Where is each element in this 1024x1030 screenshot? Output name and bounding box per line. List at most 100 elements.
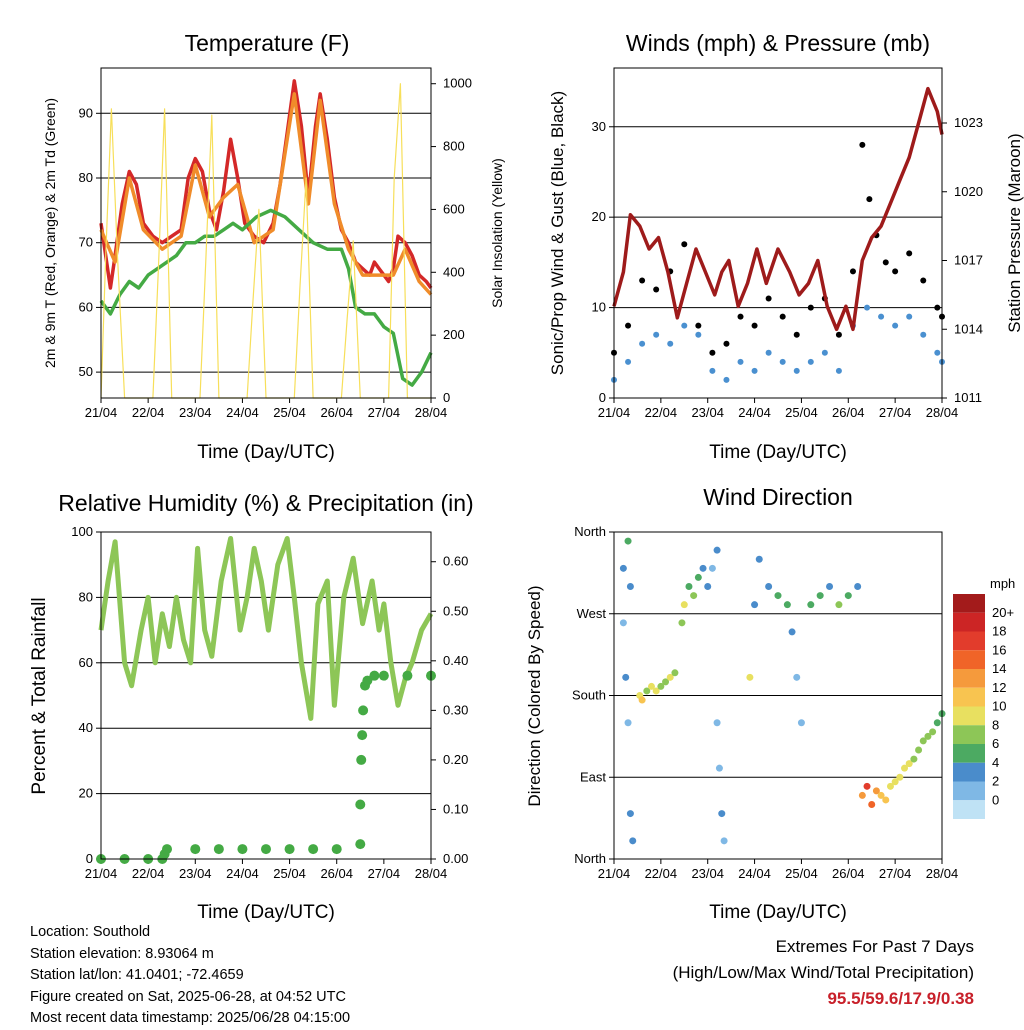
winds-series0-point <box>625 358 632 365</box>
xtick-label: 23/04 <box>179 866 212 881</box>
station-elevation: Station elevation: 8.93064 m <box>30 945 214 962</box>
station-location: Location: Southold <box>30 924 151 940</box>
xtick-label: 21/04 <box>85 866 118 881</box>
direction-point <box>715 764 723 772</box>
xtick-label: 26/04 <box>832 866 865 881</box>
ytick-right-label: 0.20 <box>443 752 468 767</box>
direction-point <box>662 678 670 686</box>
winds-series1-point <box>723 340 730 347</box>
colorbar-swatch <box>953 800 985 819</box>
direction-point <box>713 719 721 727</box>
ytick-label: 90 <box>79 105 93 120</box>
ytick-right-label: 1014 <box>954 321 983 336</box>
ytick-label: East <box>580 769 606 784</box>
humidity-series1-point <box>237 844 248 855</box>
ytick-right-label: 0.30 <box>443 702 468 717</box>
ytick-label: 20 <box>592 209 606 224</box>
humidity-series1-point <box>261 844 271 855</box>
direction-point <box>788 628 796 636</box>
humidity-series1-point <box>356 754 367 765</box>
direction-point <box>863 782 871 790</box>
direction-point <box>690 592 698 600</box>
winds-series0-point <box>934 349 941 356</box>
direction-point <box>793 673 801 681</box>
ytick-label: 0 <box>599 390 606 405</box>
winds-series0-point <box>751 367 758 374</box>
ytick-right-label: 1011 <box>954 390 982 405</box>
xtick-label: 24/04 <box>226 405 259 420</box>
winds-series1-point <box>779 313 786 320</box>
direction-point <box>751 601 759 609</box>
xtick-label: 25/04 <box>785 866 818 881</box>
direction-frame <box>613 531 943 860</box>
xtick-label: 27/04 <box>879 405 912 420</box>
direction-point <box>797 719 805 727</box>
direction-point <box>826 583 834 590</box>
direction-point <box>619 564 627 572</box>
direction-point <box>629 837 637 845</box>
direction-point <box>671 669 679 677</box>
winds-series1-point <box>866 196 873 203</box>
direction-point <box>666 673 674 681</box>
direction-point <box>626 810 634 818</box>
winds-series1-point <box>793 331 800 338</box>
winds-series0-point <box>906 313 913 320</box>
humidity-series1-point <box>190 844 201 855</box>
xtick-label: 22/04 <box>132 866 165 881</box>
ytick-label: 80 <box>79 589 93 604</box>
winds-series1-point <box>737 313 744 320</box>
colorbar-label: 6 <box>992 736 999 751</box>
winds-series1-point <box>695 322 702 329</box>
xtick-label: 21/04 <box>598 405 631 420</box>
winds-series1-point <box>934 304 941 311</box>
winds-series1-point <box>625 322 632 329</box>
winds-series0-point <box>821 349 828 356</box>
direction-point <box>713 546 721 554</box>
ytick-label: 70 <box>79 235 93 250</box>
colorbar-swatch <box>953 669 985 688</box>
direction-point <box>720 837 728 845</box>
xtick-label: 21/04 <box>598 866 631 881</box>
direction-point <box>718 810 726 818</box>
humidity-series1-point <box>308 844 319 855</box>
direction-point <box>680 601 688 609</box>
extremes-title: Extremes For Past 7 Days <box>775 937 974 956</box>
direction-point <box>910 755 918 763</box>
direction-point <box>746 673 754 681</box>
direction-point <box>622 673 630 681</box>
extremes-box: Extremes For Past 7 Days (High/Low/Max W… <box>673 934 974 1012</box>
winds-series0-point <box>695 331 702 338</box>
direction-point <box>816 592 824 600</box>
ytick-right-label: 0.40 <box>443 653 468 668</box>
winds-series2-line <box>612 86 944 332</box>
winds-series0-point <box>864 304 871 311</box>
direction-point <box>638 696 646 704</box>
humidity-series1-point <box>369 670 380 681</box>
humidity-series1-point <box>358 705 369 716</box>
humidity-series1-point <box>357 730 368 741</box>
winds-series1-point <box>849 268 856 275</box>
ytick-label: North <box>574 524 606 539</box>
winds-xlabel: Time (Day/UTC) <box>709 442 847 463</box>
direction-ylabel: Direction (Colored By Speed) <box>525 585 544 806</box>
humidity-plot: 0 20 40 60 80 100 0.00 0.10 0.20 0.30 0.40 0.50 0.60… <box>71 524 468 881</box>
ytick-label: South <box>572 688 606 703</box>
direction-point <box>919 737 927 745</box>
xtick-label: 27/04 <box>368 866 401 881</box>
direction-point <box>882 796 890 804</box>
winds-series1-point <box>920 277 927 284</box>
xtick-label: 22/04 <box>645 866 678 881</box>
colorbar-label: 2 <box>992 774 999 789</box>
temperature-xlabel: Time (Day/UTC) <box>197 442 335 463</box>
ytick-right-label: 0.00 <box>443 851 468 866</box>
direction-point <box>896 773 904 781</box>
colorbar-swatch <box>953 706 985 726</box>
ytick-label: 10 <box>592 300 606 315</box>
direction-point <box>774 592 782 600</box>
direction-point <box>901 764 909 772</box>
direction-point <box>704 583 712 590</box>
direction-point <box>886 782 894 790</box>
direction-point <box>858 791 866 799</box>
winds-series1-point <box>906 250 913 257</box>
